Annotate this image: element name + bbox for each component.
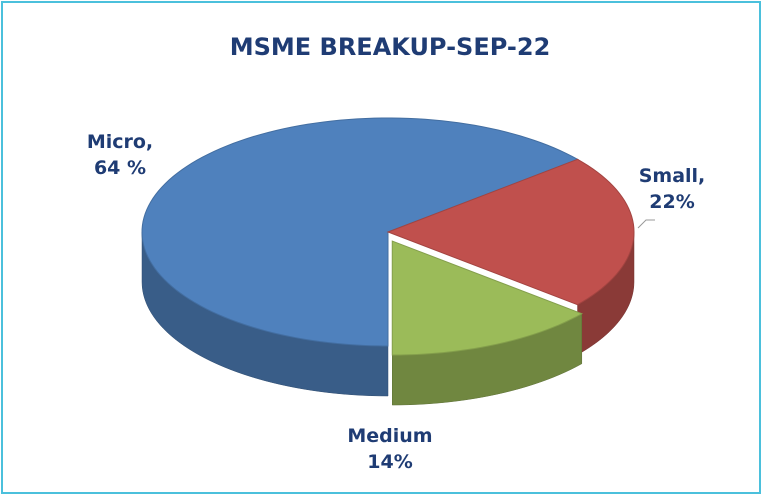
label-value: 14%: [367, 451, 412, 473]
label-value: 64 %: [94, 157, 146, 179]
pie-tops: [141, 117, 635, 356]
pie-slice: [141, 117, 579, 347]
pie-slice: [386, 158, 635, 306]
leader-line: [637, 219, 655, 229]
data-label: Medium 14%: [347, 425, 432, 473]
pie-slice: [391, 240, 583, 356]
chart-title: MSME BREAKUP-SEP-22: [230, 33, 551, 61]
label-category: Micro,: [87, 131, 153, 153]
label-category: Small,: [639, 165, 706, 187]
label-category: Medium: [347, 425, 432, 447]
data-label: Small, 22%: [639, 165, 706, 213]
data-label: Micro, 64 %: [87, 131, 153, 179]
label-value: 22%: [649, 191, 694, 213]
